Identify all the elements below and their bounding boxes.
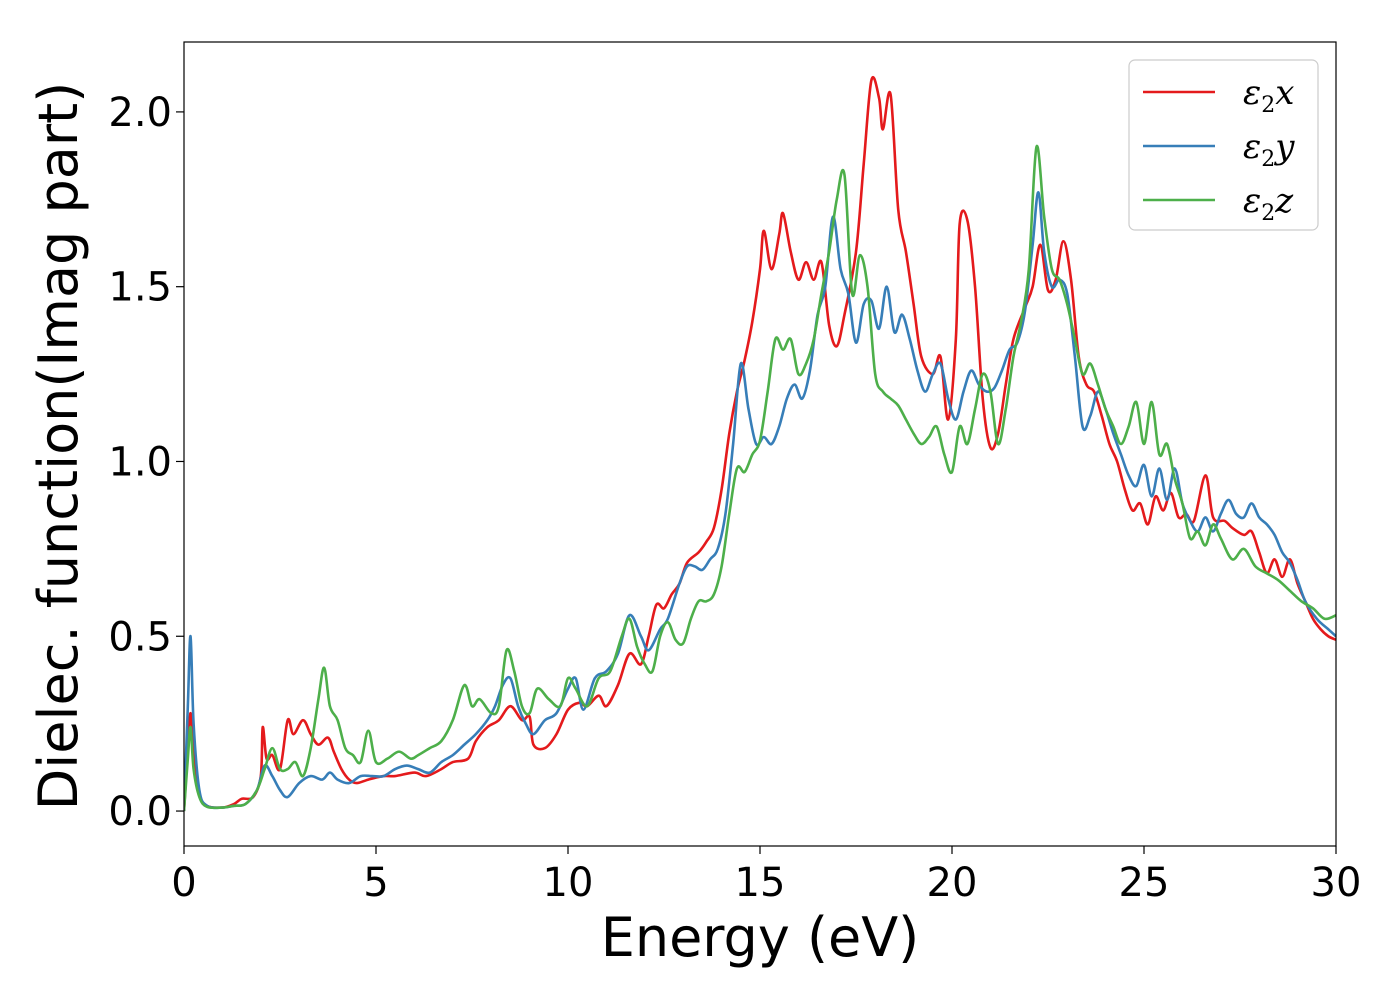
x-tick-label: 10 xyxy=(543,860,594,906)
y-tick-label: 0.0 xyxy=(108,789,172,835)
legend-label-z: ε2z xyxy=(1243,181,1294,226)
x-tick-label: 30 xyxy=(1311,860,1362,906)
series-line-z xyxy=(184,144,1336,812)
y-axis-title: Dielec. function(Imag part) xyxy=(27,82,90,811)
series-line-y xyxy=(184,191,1336,812)
x-tick-label: 15 xyxy=(735,860,786,906)
y-tick-label: 0.5 xyxy=(108,614,172,660)
y-tick-label: 2.0 xyxy=(108,90,172,136)
y-tick-label: 1.5 xyxy=(108,265,172,311)
legend-box xyxy=(1128,59,1319,231)
x-tick-label: 5 xyxy=(363,860,388,906)
x-tick-label: 20 xyxy=(927,860,978,906)
y-tick-label: 1.0 xyxy=(108,439,172,485)
series-layer xyxy=(184,76,1336,812)
legend-label-x: ε2x xyxy=(1243,73,1294,118)
x-tick-label: 25 xyxy=(1119,860,1170,906)
x-axis-title: Energy (eV) xyxy=(601,906,920,969)
legend-label-y: ε2y xyxy=(1243,127,1295,172)
y-axis: 0.0 0.5 1.0 1.5 2.0 xyxy=(108,90,184,835)
x-tick-label: 0 xyxy=(171,860,196,906)
x-axis: 0 5 10 15 20 25 30 xyxy=(171,846,1361,906)
legend: ε2x ε2y ε2z xyxy=(1128,59,1319,231)
